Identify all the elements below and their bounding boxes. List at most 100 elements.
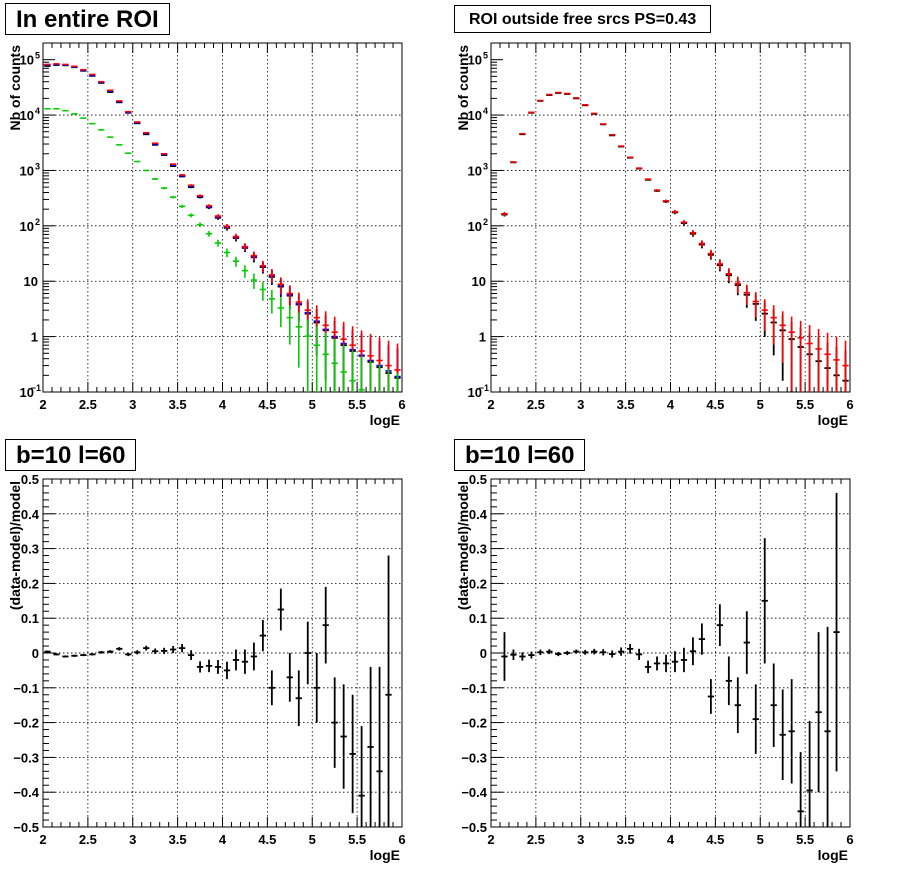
y-tick-label: 1: [31, 330, 38, 345]
x-tick-label: 2: [39, 832, 46, 847]
data-point: [295, 312, 302, 368]
data-point: [143, 131, 150, 134]
data-point: [214, 239, 222, 247]
data-point: [259, 260, 267, 273]
data-point: [385, 555, 392, 827]
x-tick-label: 2.5: [527, 832, 545, 847]
x-tick-label: 6: [846, 832, 853, 847]
y-tick-label: 0.4: [469, 507, 488, 522]
y-tick-label: 0.1: [469, 611, 487, 626]
data-point: [671, 209, 679, 214]
data-point: [250, 642, 258, 671]
data-point: [609, 650, 616, 658]
data-point: [824, 626, 831, 827]
y-tick-label: 0.3: [21, 542, 39, 557]
data-point: [340, 684, 347, 789]
y-tick-label: 10: [468, 385, 482, 400]
data-point: [295, 670, 302, 727]
x-tick-label: 3: [577, 832, 584, 847]
y-tick-exponent: −1: [479, 383, 489, 393]
data-point: [358, 356, 365, 392]
x-tick-label: 5.5: [796, 832, 814, 847]
data-point: [313, 326, 320, 392]
y-tick-exponent: −1: [31, 383, 41, 393]
data-point: [734, 276, 741, 294]
series-1: [501, 91, 849, 392]
data-point: [80, 654, 87, 657]
x-tick-label: 2.5: [79, 397, 97, 412]
x-tick-label: 3: [129, 397, 136, 412]
data-point: [331, 339, 338, 392]
y-tick-exponent: 3: [35, 161, 40, 171]
panel-title-bottom-right: b=10 l=60: [454, 439, 586, 471]
data-point: [806, 325, 813, 392]
x-tick-label: 3.5: [617, 832, 635, 847]
y-tick-label: −0.2: [13, 716, 39, 731]
data-point: [617, 145, 625, 147]
data-point: [268, 670, 276, 706]
y-tick-label: 10: [20, 53, 34, 68]
data-point: [205, 231, 213, 237]
chart-bottom-right: 2 2.5 3 3.5 4 4.5 5 5.5 6 −0.5 −0.4 −0.3 −0.2 −0.1 0 0.…: [455, 472, 854, 863]
y-axis-label: Nb of counts: [7, 45, 23, 131]
y-tick-label: 0.4: [21, 507, 40, 522]
y-tick-exponent: 4: [35, 106, 40, 116]
data-point: [698, 623, 706, 655]
data-point: [680, 220, 688, 225]
data-point: [178, 174, 186, 176]
data-point: [609, 134, 616, 136]
data-point: [600, 123, 607, 125]
data-point: [582, 649, 589, 655]
series-0: [44, 64, 401, 392]
data-point: [89, 122, 96, 125]
y-tick-label: 0: [480, 646, 487, 661]
data-point: [331, 677, 338, 768]
series-3: [44, 107, 399, 392]
data-point: [833, 336, 840, 392]
data-point: [779, 311, 786, 363]
data-point: [304, 319, 311, 392]
x-tick-label: 4.5: [706, 832, 724, 847]
y-tick-label: 10: [468, 108, 482, 123]
series-0: [501, 92, 849, 392]
x-tick-label: 2: [39, 397, 46, 412]
data-point: [268, 269, 276, 283]
x-tick-label: 3.5: [169, 397, 187, 412]
data-point: [223, 248, 231, 258]
data-point: [689, 637, 697, 666]
data-point: [196, 222, 204, 228]
data-point: [698, 240, 706, 248]
y-tick-label: 1: [479, 330, 486, 345]
x-tick-label: 5.5: [348, 832, 366, 847]
x-tick-label: 3: [577, 397, 584, 412]
data-point: [232, 233, 240, 240]
x-tick-label: 2: [487, 397, 494, 412]
data-point: [268, 289, 276, 314]
x-tick-label: 2: [487, 832, 494, 847]
data-point: [80, 117, 87, 119]
data-point: [44, 650, 51, 653]
data-point: [635, 167, 643, 169]
y-tick-label: −0.3: [13, 750, 39, 765]
data-point: [617, 647, 625, 656]
x-axis-label: logE: [370, 412, 400, 428]
data-point: [626, 643, 634, 654]
y-tick-label: −0.1: [461, 681, 487, 696]
x-tick-label: 5: [757, 397, 764, 412]
x-tick-label: 2.5: [527, 397, 545, 412]
data-point: [537, 649, 544, 656]
data-point: [680, 647, 688, 673]
data-point: [761, 299, 768, 331]
data-point: [788, 679, 795, 784]
data-point: [98, 650, 105, 654]
x-tick-label: 3: [129, 832, 136, 847]
y-tick-label: 10: [468, 219, 482, 234]
data-point: [367, 666, 374, 827]
y-tick-label: 0.5: [21, 472, 39, 487]
y-tick-label: 10: [472, 274, 486, 289]
data-point: [716, 259, 724, 270]
y-axis-label: (data-model)/model: [7, 481, 23, 610]
x-tick-label: 4.5: [258, 832, 276, 847]
